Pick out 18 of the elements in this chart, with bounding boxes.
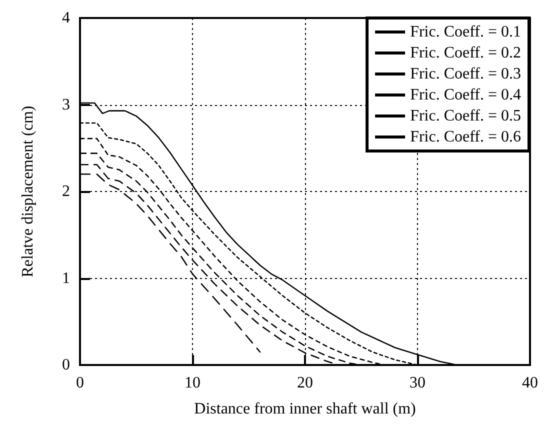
y-tick-label: 3 bbox=[62, 96, 70, 114]
legend-label: Fric. Coeff. = 0.2 bbox=[410, 44, 521, 62]
x-tick-label: 10 bbox=[184, 374, 200, 392]
x-tick-label: 30 bbox=[410, 374, 426, 392]
legend-label: Fric. Coeff. = 0.1 bbox=[410, 24, 521, 40]
legend-label: Fric. Coeff. = 0.6 bbox=[410, 128, 521, 146]
y-axis-title: Relatve displacement (cm) bbox=[20, 106, 36, 278]
x-tick-label: 0 bbox=[76, 374, 84, 392]
y-tick-label: 1 bbox=[62, 270, 70, 287]
legend-label: Fric. Coeff. = 0.5 bbox=[410, 108, 521, 124]
y-tick-label: 0 bbox=[62, 356, 70, 374]
x-axis-title: Distance from inner shaft wall (m) bbox=[194, 400, 416, 418]
x-tick-label: 20 bbox=[297, 374, 313, 392]
x-tick-label: 40 bbox=[522, 374, 538, 392]
legend-label: Fric. Coeff. = 0.3 bbox=[410, 66, 521, 82]
y-tick-label: 4 bbox=[62, 10, 70, 26]
legend-label: Fric. Coeff. = 0.4 bbox=[410, 86, 521, 104]
y-tick-label: 2 bbox=[62, 183, 70, 200]
